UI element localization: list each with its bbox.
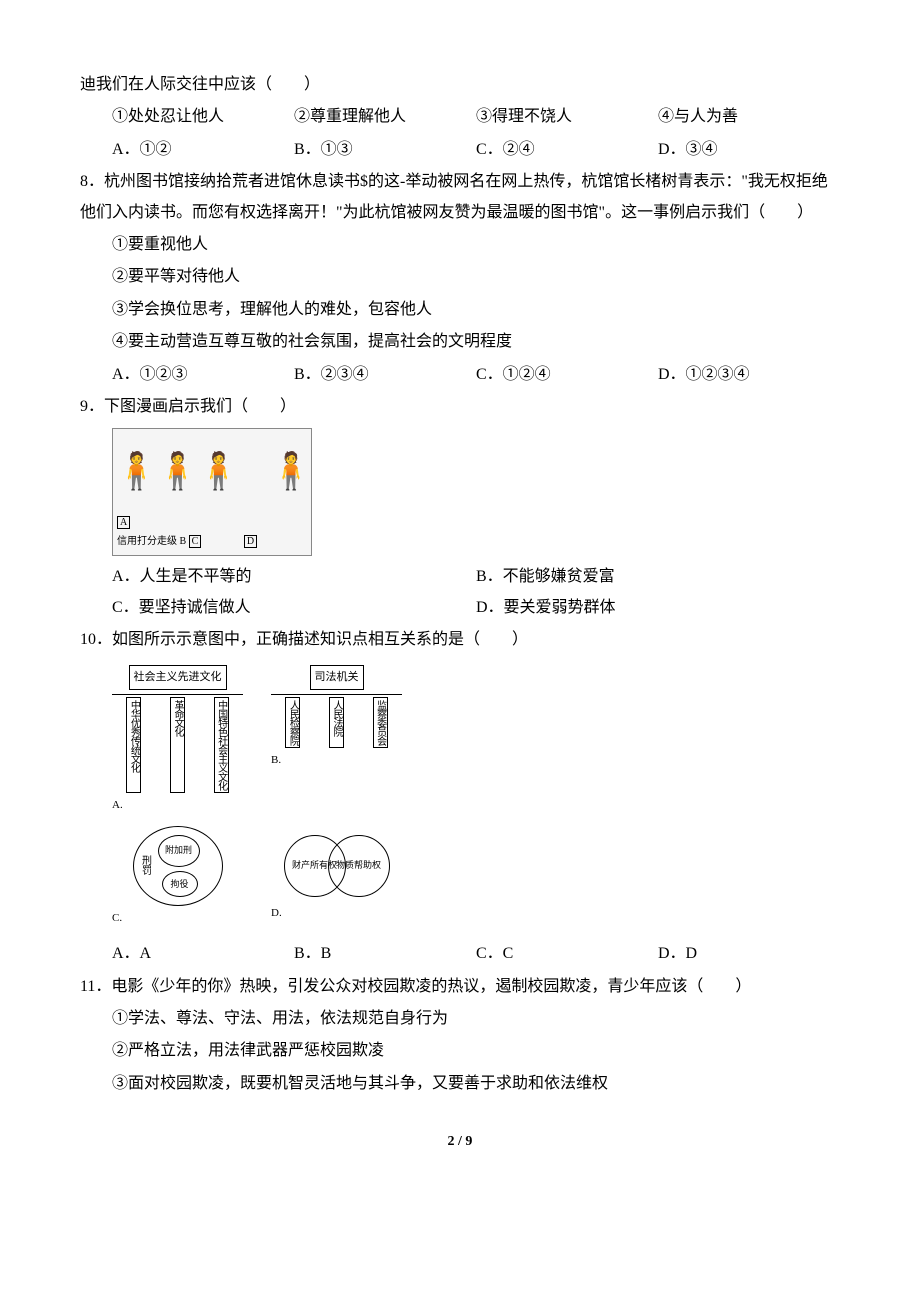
q8-sub-2: ②要平等对待他人 — [80, 262, 840, 292]
q10-diagram: 社会主义先进文化 中华优秀传统文化 革命文化 中国特色社会主义文化 A. 司法机… — [112, 665, 402, 929]
q8-opt-b[interactable]: B．②③④ — [294, 360, 476, 390]
diagram-b: 司法机关 人民检察院 人民法院 监察委员会 B. — [271, 665, 402, 816]
q11-sub-3: ③面对校园欺凌，既要机智灵活地与其斗争，又要善于求助和依法维权 — [80, 1069, 840, 1099]
q9-opt-b[interactable]: B．不能够嫌贫爱富 — [476, 562, 840, 592]
diagram-d-label: D. — [271, 903, 402, 924]
q10-opt-c[interactable]: C．C — [476, 939, 658, 969]
q10-opt-d[interactable]: D．D — [658, 939, 840, 969]
diagram-b-leaf-3: 监察委员会 — [373, 697, 388, 748]
diagram-c-inner-1: 附加刑 — [158, 835, 200, 867]
diagram-b-leaf-1: 人民检察院 — [285, 697, 300, 748]
diagram-a-label: A. — [112, 795, 243, 816]
diagram-a: 社会主义先进文化 中华优秀传统文化 革命文化 中国特色社会主义文化 A. — [112, 665, 243, 816]
diagram-a-leaf-2: 革命文化 — [170, 697, 185, 793]
diagram-c-inner-2: 拘役 — [162, 871, 198, 897]
q7-sub-4: ④与人为善 — [658, 102, 840, 132]
q8-sub-1: ①要重视他人 — [80, 230, 840, 260]
diagram-a-leaf-3: 中国特色社会主义文化 — [214, 697, 229, 793]
diagram-c: 刑罚 附加刑 拘役 C. — [112, 826, 243, 929]
q8-stem: 8．杭州图书馆接纳拾荒者进馆休息读书$的这-举动被网名在网上热传，杭馆馆长楮树青… — [80, 167, 840, 228]
q7-sub-2: ②尊重理解他人 — [294, 102, 476, 132]
q9-options: A．人生是不平等的 B．不能够嫌贫爱富 C．要坚持诚信做人 D．要关爱弱势群体 — [80, 562, 840, 623]
q9-opt-a[interactable]: A．人生是不平等的 — [112, 562, 476, 592]
diagram-c-label: C. — [112, 908, 243, 929]
diagram-a-root: 社会主义先进文化 — [129, 665, 227, 690]
diagram-c-outer: 刑罚 — [140, 855, 150, 875]
q10-stem: 10．如图所示示意图中，正确描述知识点相互关系的是（ ） — [80, 625, 840, 655]
q11-sub-1: ①学法、尊法、守法、用法，依法规范自身行为 — [80, 1004, 840, 1034]
q8-options: A．①②③ B．②③④ C．①②④ D．①②③④ — [80, 360, 840, 390]
q8-opt-c[interactable]: C．①②④ — [476, 360, 658, 390]
q7-opt-c[interactable]: C．②④ — [476, 135, 658, 165]
q8-opt-a[interactable]: A．①②③ — [112, 360, 294, 390]
q8-sub-4: ④要主动营造互尊互敬的社会氛围，提高社会的文明程度 — [80, 327, 840, 357]
page-number: 2 / 9 — [80, 1129, 840, 1156]
diagram-d: 财产所有权 物质帮助权 D. — [271, 826, 402, 929]
cartoon-image: 🧍🧍🧍 🧍 A 信用打分走级 B C D — [112, 428, 312, 556]
q10-opt-b[interactable]: B．B — [294, 939, 476, 969]
diagram-d-right: 物质帮助权 — [328, 835, 390, 897]
q7-opt-a[interactable]: A．①② — [112, 135, 294, 165]
cartoon-caption: A 信用打分走级 B C D — [117, 513, 257, 551]
q10-options: A．A B．B C．C D．D — [80, 939, 840, 969]
diagram-b-root: 司法机关 — [310, 665, 364, 690]
q9-opt-d[interactable]: D．要关爱弱势群体 — [476, 593, 840, 623]
q8-opt-d[interactable]: D．①②③④ — [658, 360, 840, 390]
q11-sub-2: ②严格立法，用法律武器严惩校园欺凌 — [80, 1036, 840, 1066]
q9-opt-c[interactable]: C．要坚持诚信做人 — [112, 593, 476, 623]
q7-tail: 迪我们在人际交往中应该（ ） — [80, 70, 840, 100]
diagram-a-leaf-1: 中华优秀传统文化 — [126, 697, 141, 793]
q7-sub-1: ①处处忍让他人 — [112, 102, 294, 132]
q11-stem: 11．电影《少年的你》热映，引发公众对校园欺凌的热议，遏制校园欺凌，青少年应该（… — [80, 972, 840, 1002]
q7-opt-b[interactable]: B．①③ — [294, 135, 476, 165]
q10-opt-a[interactable]: A．A — [112, 939, 294, 969]
q7-sub-3: ③得理不饶人 — [476, 102, 658, 132]
cartoon-figures-icon: 🧍🧍🧍 🧍 — [113, 429, 311, 505]
q9-stem: 9．下图漫画启示我们（ ） — [80, 392, 840, 422]
diagram-b-leaf-2: 人民法院 — [329, 697, 344, 748]
q7-opt-d[interactable]: D．③④ — [658, 135, 840, 165]
q7-subs: ①处处忍让他人 ②尊重理解他人 ③得理不饶人 ④与人为善 — [80, 102, 840, 132]
q8-sub-3: ③学会换位思考，理解他人的难处，包容他人 — [80, 295, 840, 325]
diagram-b-label: B. — [271, 750, 402, 771]
q7-options: A．①② B．①③ C．②④ D．③④ — [80, 135, 840, 165]
